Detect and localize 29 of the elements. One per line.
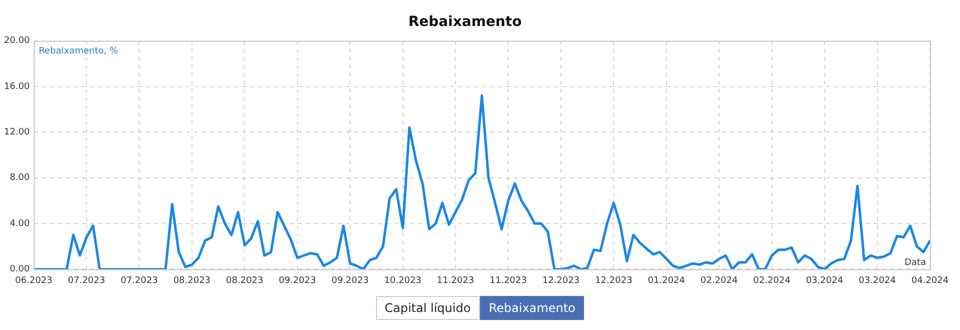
y-tick-label: 12.00	[4, 128, 30, 138]
x-tick-label: 09.2023	[331, 276, 369, 286]
y-tick-label: 16.00	[4, 82, 30, 92]
x-axis-title: Data	[904, 258, 926, 268]
x-tick-label: 03.2024	[806, 276, 844, 286]
active-tab-button: Rebaixamento	[480, 296, 584, 320]
y-tick-label: 20.00	[4, 36, 30, 46]
x-tick-label: 02.2024	[700, 276, 738, 286]
x-tick-label: 10.2023	[384, 276, 422, 286]
y-tick-label: 0.00	[10, 264, 30, 275]
x-tick-label: 12.2023	[542, 276, 580, 286]
y-axis-title: Rebaixamento, %	[38, 46, 118, 57]
x-tick-label: 07.2023	[120, 276, 158, 286]
x-tick-label: 11.2023	[436, 276, 474, 286]
chart-title: Rebaixamento	[408, 14, 522, 30]
x-tick-label: 01.2024	[648, 276, 686, 286]
x-tick-label: 04.2024	[911, 276, 949, 286]
x-tick-label: 07.2023	[68, 276, 106, 286]
x-tick-label: 11.2023	[490, 276, 527, 286]
tab-button: Capital líquido	[376, 296, 480, 320]
y-tick-label: 4.00	[10, 218, 30, 229]
x-tick-label: 08.2023	[226, 276, 264, 286]
x-tick-label: 02.2024	[753, 276, 791, 286]
x-tick-label: 03.2024	[858, 276, 896, 286]
y-tick-label: 8.00	[10, 173, 30, 184]
x-tick-label: 06.2023	[15, 276, 52, 286]
x-tick-label: 08.2023	[173, 276, 211, 286]
x-tick-label: 09.2023	[278, 276, 316, 286]
x-tick-label: 12.2023	[595, 276, 632, 286]
